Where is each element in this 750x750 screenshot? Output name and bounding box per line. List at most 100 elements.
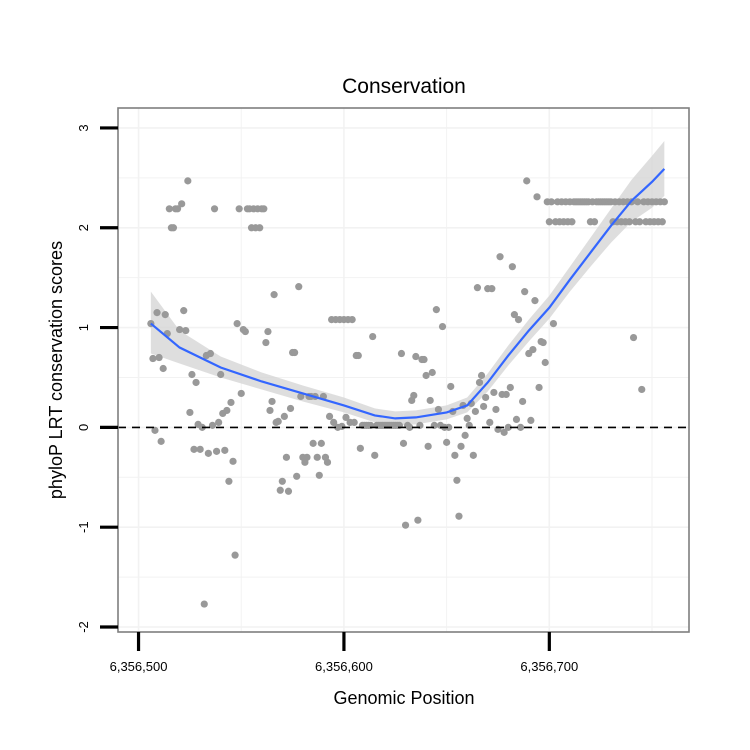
data-point: [303, 453, 311, 461]
data-point: [315, 471, 323, 479]
data-point: [180, 307, 188, 315]
y-tick-label: 0: [76, 424, 91, 431]
data-point: [208, 421, 217, 429]
data-point: [182, 326, 190, 335]
data-point: [169, 224, 178, 232]
data-point: [490, 388, 498, 397]
smooth-line: [150, 168, 666, 420]
data-point: [274, 417, 282, 425]
data-point: [638, 385, 646, 394]
data-point: [188, 370, 196, 379]
data-point: [420, 355, 428, 364]
data-point: [397, 349, 406, 358]
data-point: [410, 391, 418, 400]
data-point: [176, 325, 184, 334]
data-point: [159, 364, 167, 373]
data-point: [210, 205, 219, 213]
data-point: [371, 451, 379, 459]
data-point: [549, 319, 558, 328]
data-point: [317, 439, 325, 447]
data-point: [286, 404, 295, 413]
y-tick-label: 2: [76, 224, 91, 231]
data-point: [510, 311, 519, 319]
data-point: [539, 338, 547, 347]
data-point: [161, 311, 169, 319]
x-tick-label: 6,356,600: [315, 659, 373, 674]
data-point: [545, 218, 553, 226]
data-point: [457, 442, 465, 450]
confidence-band: [150, 140, 665, 426]
data-point: [486, 418, 494, 426]
data-point: [453, 476, 461, 484]
data-point: [447, 382, 455, 391]
data-point: [190, 445, 198, 453]
data-point: [338, 422, 346, 430]
data-point: [153, 309, 161, 317]
data-point: [215, 418, 223, 426]
data-point: [422, 371, 430, 380]
data-point: [533, 193, 541, 201]
data-point: [434, 405, 443, 414]
data-point: [268, 397, 276, 406]
data-point: [477, 371, 486, 380]
data-point: [260, 205, 268, 213]
data-point: [527, 416, 535, 424]
data-point: [233, 319, 241, 328]
data-point: [369, 332, 377, 341]
confidence-band-area: [150, 140, 665, 426]
data-point: [471, 407, 479, 416]
data-point: [516, 423, 525, 431]
data-point: [634, 198, 642, 206]
data-point: [473, 284, 482, 292]
data-point: [330, 418, 338, 426]
data-point: [323, 458, 332, 466]
data-point: [438, 322, 447, 331]
data-point: [173, 205, 182, 213]
y-tick-label: -2: [76, 621, 91, 633]
data-point: [500, 428, 508, 436]
data-point: [629, 333, 638, 342]
chart-title: Conservation: [342, 75, 466, 98]
data-point: [278, 477, 286, 485]
data-point: [506, 383, 514, 392]
x-axis: 6,356,500 6,356,600 6,356,700: [110, 632, 578, 674]
data-point: [658, 218, 666, 226]
data-point: [350, 418, 358, 426]
data-point: [401, 521, 410, 529]
plot-border: [117, 107, 690, 633]
data-point: [519, 397, 527, 406]
y-tick-label: -1: [76, 521, 91, 533]
data-point: [270, 291, 278, 299]
data-point: [295, 283, 303, 291]
data-point: [451, 451, 459, 459]
data-point: [184, 177, 192, 185]
smooth-fit: [150, 168, 666, 420]
data-point: [492, 405, 500, 414]
data-point: [235, 205, 243, 213]
data-point: [414, 516, 422, 524]
data-point: [488, 285, 496, 293]
data-point: [241, 327, 249, 336]
data-point: [262, 338, 270, 347]
y-tick-label: 1: [76, 324, 91, 331]
data-point: [535, 383, 543, 392]
data-point: [514, 316, 523, 324]
data-point: [325, 412, 334, 421]
data-point: [412, 352, 420, 361]
data-point: [426, 396, 434, 405]
data-point: [504, 423, 512, 431]
x-axis-title: Genomic Position: [333, 688, 474, 708]
data-point: [151, 426, 159, 434]
y-tick-label: 3: [76, 124, 91, 131]
data-point: [356, 444, 364, 452]
y-axis: -2 -1 0 1 2 3: [76, 124, 118, 633]
data-point: [342, 413, 350, 422]
data-point: [221, 446, 229, 454]
data-point: [276, 486, 284, 494]
data-point: [428, 368, 436, 377]
x-tick-label: 6,356,500: [110, 659, 168, 674]
data-point: [293, 472, 301, 480]
x-tick-label: 6,356,700: [520, 659, 578, 674]
data-point: [531, 297, 539, 305]
